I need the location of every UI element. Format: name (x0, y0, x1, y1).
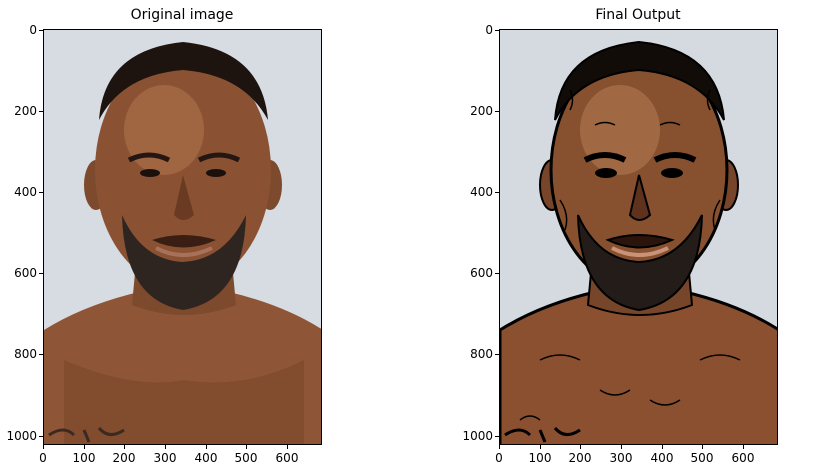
panel-title: Final Output (595, 7, 681, 23)
panel-title: Original image (130, 7, 234, 23)
x-tick-label: 400 (650, 451, 674, 465)
y-tick-mark (39, 436, 43, 437)
image-frame-output (499, 29, 778, 445)
x-tick-mark (165, 445, 166, 449)
x-tick-label: 200 (112, 451, 136, 465)
y-tick-label: 200 (470, 104, 493, 118)
x-tick-mark (246, 445, 247, 449)
x-tick-label: 600 (275, 451, 299, 465)
x-tick-label: 600 (731, 451, 755, 465)
y-tick-mark (495, 354, 499, 355)
y-tick-mark (39, 273, 43, 274)
x-tick-mark (499, 445, 500, 449)
portrait-image-output (500, 30, 777, 444)
y-tick-mark (495, 436, 499, 437)
x-tick-label: 300 (153, 451, 177, 465)
y-tick-mark (495, 111, 499, 112)
x-tick-mark (662, 445, 663, 449)
y-tick-label: 600 (14, 266, 37, 280)
x-tick-label: 100 (72, 451, 96, 465)
x-tick-mark (540, 445, 541, 449)
x-tick-mark (743, 445, 744, 449)
y-tick-label: 400 (14, 185, 37, 199)
x-tick-mark (702, 445, 703, 449)
x-tick-label: 500 (234, 451, 258, 465)
x-tick-label: 300 (609, 451, 633, 465)
x-tick-label: 0 (495, 451, 503, 465)
y-tick-mark (495, 273, 499, 274)
x-tick-label: 400 (194, 451, 218, 465)
x-tick-mark (43, 445, 44, 449)
y-tick-label: 0 (485, 23, 493, 37)
y-tick-label: 1000 (462, 429, 493, 443)
portrait-image-original (44, 30, 321, 444)
y-tick-label: 0 (29, 23, 37, 37)
y-tick-label: 400 (470, 185, 493, 199)
y-tick-label: 1000 (6, 429, 37, 443)
x-tick-label: 500 (690, 451, 714, 465)
y-tick-label: 800 (14, 347, 37, 361)
y-tick-label: 200 (14, 104, 37, 118)
y-tick-mark (39, 30, 43, 31)
x-tick-label: 0 (39, 451, 47, 465)
x-tick-mark (287, 445, 288, 449)
x-tick-label: 200 (568, 451, 592, 465)
x-tick-mark (206, 445, 207, 449)
y-tick-mark (39, 192, 43, 193)
y-tick-label: 800 (470, 347, 493, 361)
x-tick-mark (621, 445, 622, 449)
x-tick-mark (84, 445, 85, 449)
y-tick-mark (495, 30, 499, 31)
x-tick-mark (124, 445, 125, 449)
y-tick-mark (39, 354, 43, 355)
y-tick-label: 600 (470, 266, 493, 280)
y-tick-mark (39, 111, 43, 112)
y-tick-mark (495, 192, 499, 193)
x-tick-label: 100 (528, 451, 552, 465)
x-tick-mark (580, 445, 581, 449)
image-frame-original (43, 29, 322, 445)
